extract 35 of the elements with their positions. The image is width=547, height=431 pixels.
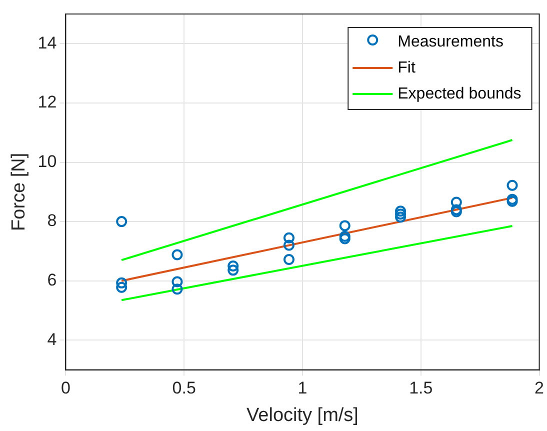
- y-tick-label: 4: [47, 330, 57, 349]
- point: [228, 264, 239, 276]
- point: [172, 284, 183, 295]
- y-tick-label: 8: [47, 211, 57, 230]
- legend-label: Expected bounds: [398, 85, 522, 102]
- point: [283, 232, 294, 244]
- x-tick-label: 2: [534, 378, 544, 398]
- x-tick-label: 0.5: [172, 378, 196, 398]
- point: [339, 230, 350, 242]
- y-axis-title: Force [N]: [8, 152, 30, 231]
- point: [339, 220, 350, 232]
- point: [116, 277, 128, 288]
- y-tick-label: 12: [38, 92, 57, 112]
- point: [116, 216, 128, 228]
- point: [506, 180, 518, 191]
- x-tick-label: 1: [298, 378, 308, 398]
- point: [116, 282, 128, 293]
- legend-label: Measurements: [398, 33, 504, 50]
- y-tick-label: 14: [38, 33, 57, 52]
- x-tick-label: 1.5: [409, 378, 433, 398]
- x-axis-title: Velocity [m/s]: [246, 404, 358, 426]
- point: [283, 254, 294, 265]
- x-tick-label: 0: [60, 378, 70, 398]
- y-tick-label: 10: [38, 152, 57, 171]
- point: [172, 249, 183, 260]
- point: [395, 208, 406, 220]
- point: [172, 276, 183, 288]
- y-tick-label: 6: [47, 270, 57, 290]
- point: [283, 240, 294, 251]
- point: [395, 206, 406, 217]
- legend-label: Fit: [398, 59, 416, 76]
- point: [339, 233, 350, 244]
- point: [450, 196, 462, 208]
- point: [228, 260, 239, 272]
- point: [395, 212, 406, 223]
